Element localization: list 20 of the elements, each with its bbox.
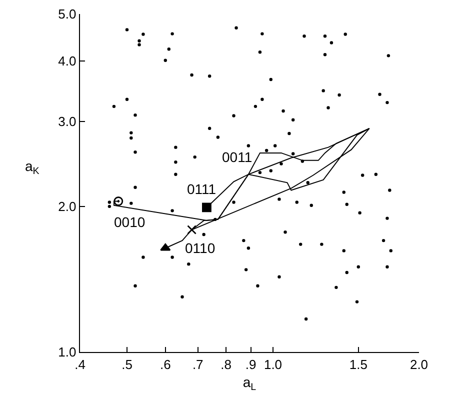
series-label: 0110	[185, 240, 216, 256]
y-tick-label: 5.0	[58, 6, 76, 22]
x-tick-label: .4	[74, 356, 86, 372]
x-tick-label: .8	[220, 356, 232, 372]
x-tick-label: 1.5	[349, 356, 368, 372]
series-label: 0011	[222, 149, 252, 165]
series-label: 0111	[187, 181, 216, 197]
y-tick-label: 3.0	[58, 114, 76, 129]
y-tick-label: 2.0	[58, 198, 76, 214]
x-tick-label: .6	[160, 356, 171, 372]
y-tick-label: 1.0	[58, 344, 76, 360]
x-tick-label: 2.0	[410, 356, 428, 372]
x-tick-label: 1.0	[264, 356, 282, 372]
y-axis-title: a$_{K}$	[25, 158, 40, 177]
series-label: 0010	[114, 214, 146, 230]
y-tick-label: 4.0	[58, 53, 76, 68]
x-axis-title: a$_{L}$	[242, 374, 257, 393]
x-tick-label: .7	[192, 356, 204, 372]
x-tick-label: .5	[122, 356, 132, 372]
x-tick-label: .9	[245, 356, 256, 372]
